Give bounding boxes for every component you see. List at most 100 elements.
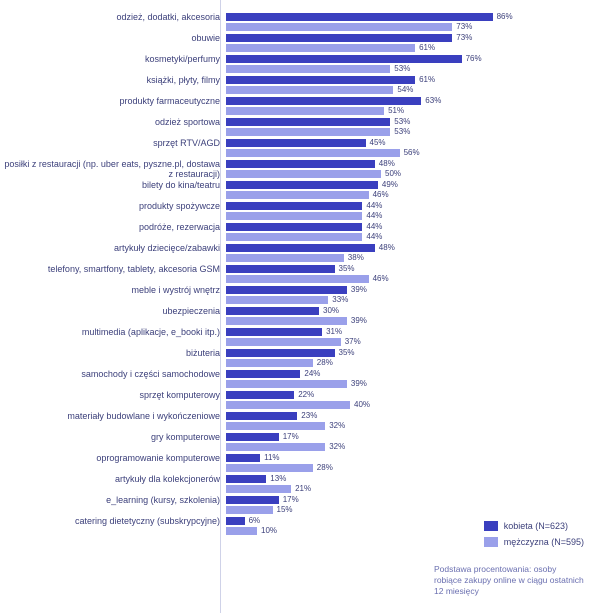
category-label: materiały budowlane i wykończeniowe xyxy=(0,411,226,421)
bar-kobieta xyxy=(226,223,362,231)
bar-wrap: 53% xyxy=(226,117,600,126)
bar-value-label: 48% xyxy=(379,244,395,252)
category-label: meble i wystrój wnętrz xyxy=(0,285,226,295)
plot-area: odzież, dodatki, akcesoria86%73%obuwie73… xyxy=(0,12,600,537)
bar-value-label: 44% xyxy=(366,233,382,241)
bar-value-label: 37% xyxy=(345,338,361,346)
bar-group: 48%38% xyxy=(226,243,600,263)
category-row: bilety do kina/teatru49%46% xyxy=(0,180,600,200)
bar-wrap: 39% xyxy=(226,285,600,294)
bar-mezczyzna xyxy=(226,149,400,157)
bar-group: 61%54% xyxy=(226,75,600,95)
bar-kobieta xyxy=(226,55,462,63)
bar-wrap: 44% xyxy=(226,232,600,241)
bar-kobieta xyxy=(226,160,375,168)
category-row: podróże, rezerwacja44%44% xyxy=(0,222,600,242)
category-label: samochody i części samochodowe xyxy=(0,369,226,379)
category-row: telefony, smartfony, tablety, akcesoria … xyxy=(0,264,600,284)
bar-value-label: 86% xyxy=(497,13,513,21)
bar-value-label: 10% xyxy=(261,527,277,535)
bar-mezczyzna xyxy=(226,86,393,94)
bar-value-label: 53% xyxy=(394,118,410,126)
bar-value-label: 32% xyxy=(329,422,345,430)
bar-value-label: 15% xyxy=(277,506,293,514)
bar-value-label: 13% xyxy=(270,475,286,483)
category-row: samochody i części samochodowe24%39% xyxy=(0,369,600,389)
category-label: sprzęt RTV/AGD xyxy=(0,138,226,148)
category-label: biżuteria xyxy=(0,348,226,358)
bar-wrap: 23% xyxy=(226,411,600,420)
bar-mezczyzna xyxy=(226,170,381,178)
bar-kobieta xyxy=(226,454,260,462)
category-label: ubezpieczenia xyxy=(0,306,226,316)
bar-value-label: 46% xyxy=(373,275,389,283)
category-label: e_learning (kursy, szkolenia) xyxy=(0,495,226,505)
category-row: kosmetyki/perfumy76%53% xyxy=(0,54,600,74)
bar-group: 31%37% xyxy=(226,327,600,347)
category-row: produkty spożywcze44%44% xyxy=(0,201,600,221)
category-label: posiłki z restauracji (np. uber eats, py… xyxy=(0,159,226,179)
bar-wrap: 63% xyxy=(226,96,600,105)
bar-group: 35%28% xyxy=(226,348,600,368)
bar-mezczyzna xyxy=(226,254,344,262)
bar-value-label: 35% xyxy=(339,265,355,273)
bar-wrap: 37% xyxy=(226,337,600,346)
bar-wrap: 21% xyxy=(226,484,600,493)
category-label: podróże, rezerwacja xyxy=(0,222,226,232)
bar-kobieta xyxy=(226,265,335,273)
bar-wrap: 73% xyxy=(226,22,600,31)
bar-value-label: 11% xyxy=(264,454,279,462)
bar-wrap: 73% xyxy=(226,33,600,42)
category-label: telefony, smartfony, tablety, akcesoria … xyxy=(0,264,226,274)
bar-kobieta xyxy=(226,412,297,420)
bar-value-label: 17% xyxy=(283,433,299,441)
bar-wrap: 46% xyxy=(226,274,600,283)
bar-value-label: 61% xyxy=(419,76,435,84)
bar-group: 44%44% xyxy=(226,201,600,221)
bar-value-label: 33% xyxy=(332,296,348,304)
bar-value-label: 39% xyxy=(351,317,367,325)
bar-value-label: 44% xyxy=(366,202,382,210)
bar-value-label: 44% xyxy=(366,212,382,220)
bar-wrap: 35% xyxy=(226,348,600,357)
bar-wrap: 22% xyxy=(226,390,600,399)
bar-mezczyzna xyxy=(226,464,313,472)
bar-group: 39%33% xyxy=(226,285,600,305)
legend-label: kobieta (N=623) xyxy=(504,521,568,531)
bar-kobieta xyxy=(226,34,452,42)
category-label: obuwie xyxy=(0,33,226,43)
bar-value-label: 53% xyxy=(394,65,410,73)
bar-value-label: 45% xyxy=(370,139,386,147)
bar-mezczyzna xyxy=(226,44,415,52)
bar-group: 45%56% xyxy=(226,138,600,158)
category-row: książki, płyty, filmy61%54% xyxy=(0,75,600,95)
bar-mezczyzna xyxy=(226,506,273,514)
category-label: bilety do kina/teatru xyxy=(0,180,226,190)
bar-value-label: 30% xyxy=(323,307,339,315)
category-row: gry komputerowe17%32% xyxy=(0,432,600,452)
bar-mezczyzna xyxy=(226,338,341,346)
bar-value-label: 73% xyxy=(456,34,472,42)
bar-kobieta xyxy=(226,76,415,84)
bar-group: 22%40% xyxy=(226,390,600,410)
bar-wrap: 45% xyxy=(226,138,600,147)
bar-wrap: 32% xyxy=(226,421,600,430)
bar-wrap: 17% xyxy=(226,432,600,441)
grouped-bar-chart: odzież, dodatki, akcesoria86%73%obuwie73… xyxy=(0,0,600,613)
category-label: artykuły dla kolekcjonerów xyxy=(0,474,226,484)
bar-wrap: 86% xyxy=(226,12,600,21)
category-row: biżuteria35%28% xyxy=(0,348,600,368)
legend: kobieta (N=623) mężczyzna (N=595) xyxy=(484,521,584,553)
bar-mezczyzna xyxy=(226,191,369,199)
bar-mezczyzna xyxy=(226,233,362,241)
bar-wrap: 44% xyxy=(226,211,600,220)
bar-kobieta xyxy=(226,181,378,189)
category-label: odzież sportowa xyxy=(0,117,226,127)
bar-kobieta xyxy=(226,370,300,378)
bar-kobieta xyxy=(226,328,322,336)
bar-group: 11%28% xyxy=(226,453,600,473)
bar-value-label: 40% xyxy=(354,401,370,409)
bar-mezczyzna xyxy=(226,422,325,430)
bar-group: 30% 39% xyxy=(226,306,600,326)
category-row: materiały budowlane i wykończeniowe23% 32… xyxy=(0,411,600,431)
